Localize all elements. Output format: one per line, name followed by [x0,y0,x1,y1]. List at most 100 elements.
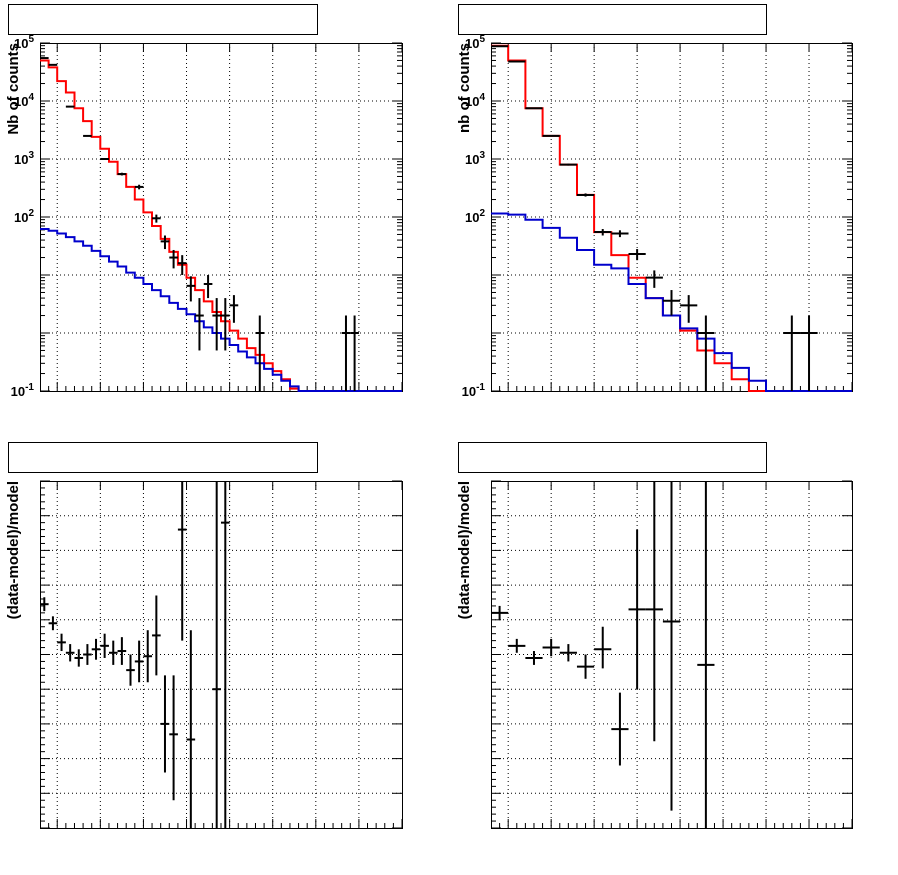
data-point [134,640,144,683]
data-point [680,295,698,323]
data-point [594,229,612,236]
grid [491,43,852,391]
data-point [152,595,161,676]
y-tick-label: 10-1 [462,382,486,399]
data-point [628,529,646,690]
data-point [645,481,663,742]
data-point [559,644,577,662]
y-tick-label: 105 [14,34,34,51]
data-point [697,481,715,828]
data-point [177,255,187,275]
data-point [83,644,92,665]
data-points [40,481,230,828]
model-total-line [40,59,402,392]
model-source-line [491,212,852,392]
data-point [800,315,818,391]
data-point [611,230,629,238]
data-point [74,649,84,667]
data-point [542,134,560,137]
y-axis-title: (data-model)/model [456,481,473,619]
data-point [662,481,681,811]
data-point [350,315,359,391]
y-axis-title: nb of counts [456,43,473,133]
data-point [212,481,221,828]
y-axis-title: Nb of counts [5,43,22,135]
data-points [491,481,715,828]
data-point [186,276,196,302]
data-point [645,270,663,288]
data-point [117,637,127,665]
model-total-line [491,44,852,392]
y-tick-label: 102 [465,208,485,225]
axis-ticks [491,480,853,829]
data-point [100,158,109,160]
data-point [611,692,629,766]
title-box [8,4,318,35]
data-point [91,638,101,660]
data-point [203,275,213,299]
data-point [628,249,646,261]
y-tick-label: 104 [465,92,485,109]
chart-panel-4: (data-model)/model [456,442,853,829]
data-point [117,172,127,176]
data-point [65,105,75,108]
data-point [594,626,612,669]
data-point [108,640,118,665]
data-point [525,651,543,665]
data-point [221,298,230,351]
data-point [559,163,577,166]
y-tick-label: 10-1 [11,382,35,399]
data-point [65,644,75,662]
data-point [160,675,170,773]
data-point [143,630,153,683]
data-point [255,315,265,391]
data-point [169,249,178,269]
grid [40,481,402,828]
axis-ticks [40,42,403,392]
data-point [48,63,58,66]
data-point [525,107,543,110]
title-box [458,4,767,35]
data-point [186,630,196,828]
y-axis-title: (data-model)/model [5,481,22,619]
y-tick-label: 102 [14,208,34,225]
y-tick-label: 104 [14,92,34,109]
model-source-line [40,228,402,392]
data-point [152,214,161,223]
data-point [134,184,144,190]
data-point [100,633,109,658]
y-tick-label: 103 [465,150,485,167]
data-point [491,605,509,620]
data-point [576,193,595,197]
title-box [458,442,767,473]
data-point [169,675,178,801]
data-points [40,57,359,391]
data-point [40,597,49,612]
data-point [57,633,66,652]
data-point [177,481,187,641]
axis-ticks [40,480,403,829]
y-tick-label: 103 [14,150,34,167]
data-point [195,298,204,351]
data-point [576,654,595,679]
data-point [126,654,135,686]
data-point [221,481,230,828]
data-point [212,298,221,351]
data-points [491,45,818,391]
data-point [83,134,92,137]
data-point [542,638,560,657]
data-point [783,315,801,391]
data-point [662,290,681,316]
chart-panel-3: (data-model)/model [5,442,403,829]
title-box [8,442,318,473]
y-tick-label: 105 [465,34,485,51]
data-point [229,295,239,323]
data-point [160,235,170,250]
data-point [508,638,526,653]
data-point [341,315,351,391]
data-point [48,616,58,631]
data-point [697,315,715,391]
